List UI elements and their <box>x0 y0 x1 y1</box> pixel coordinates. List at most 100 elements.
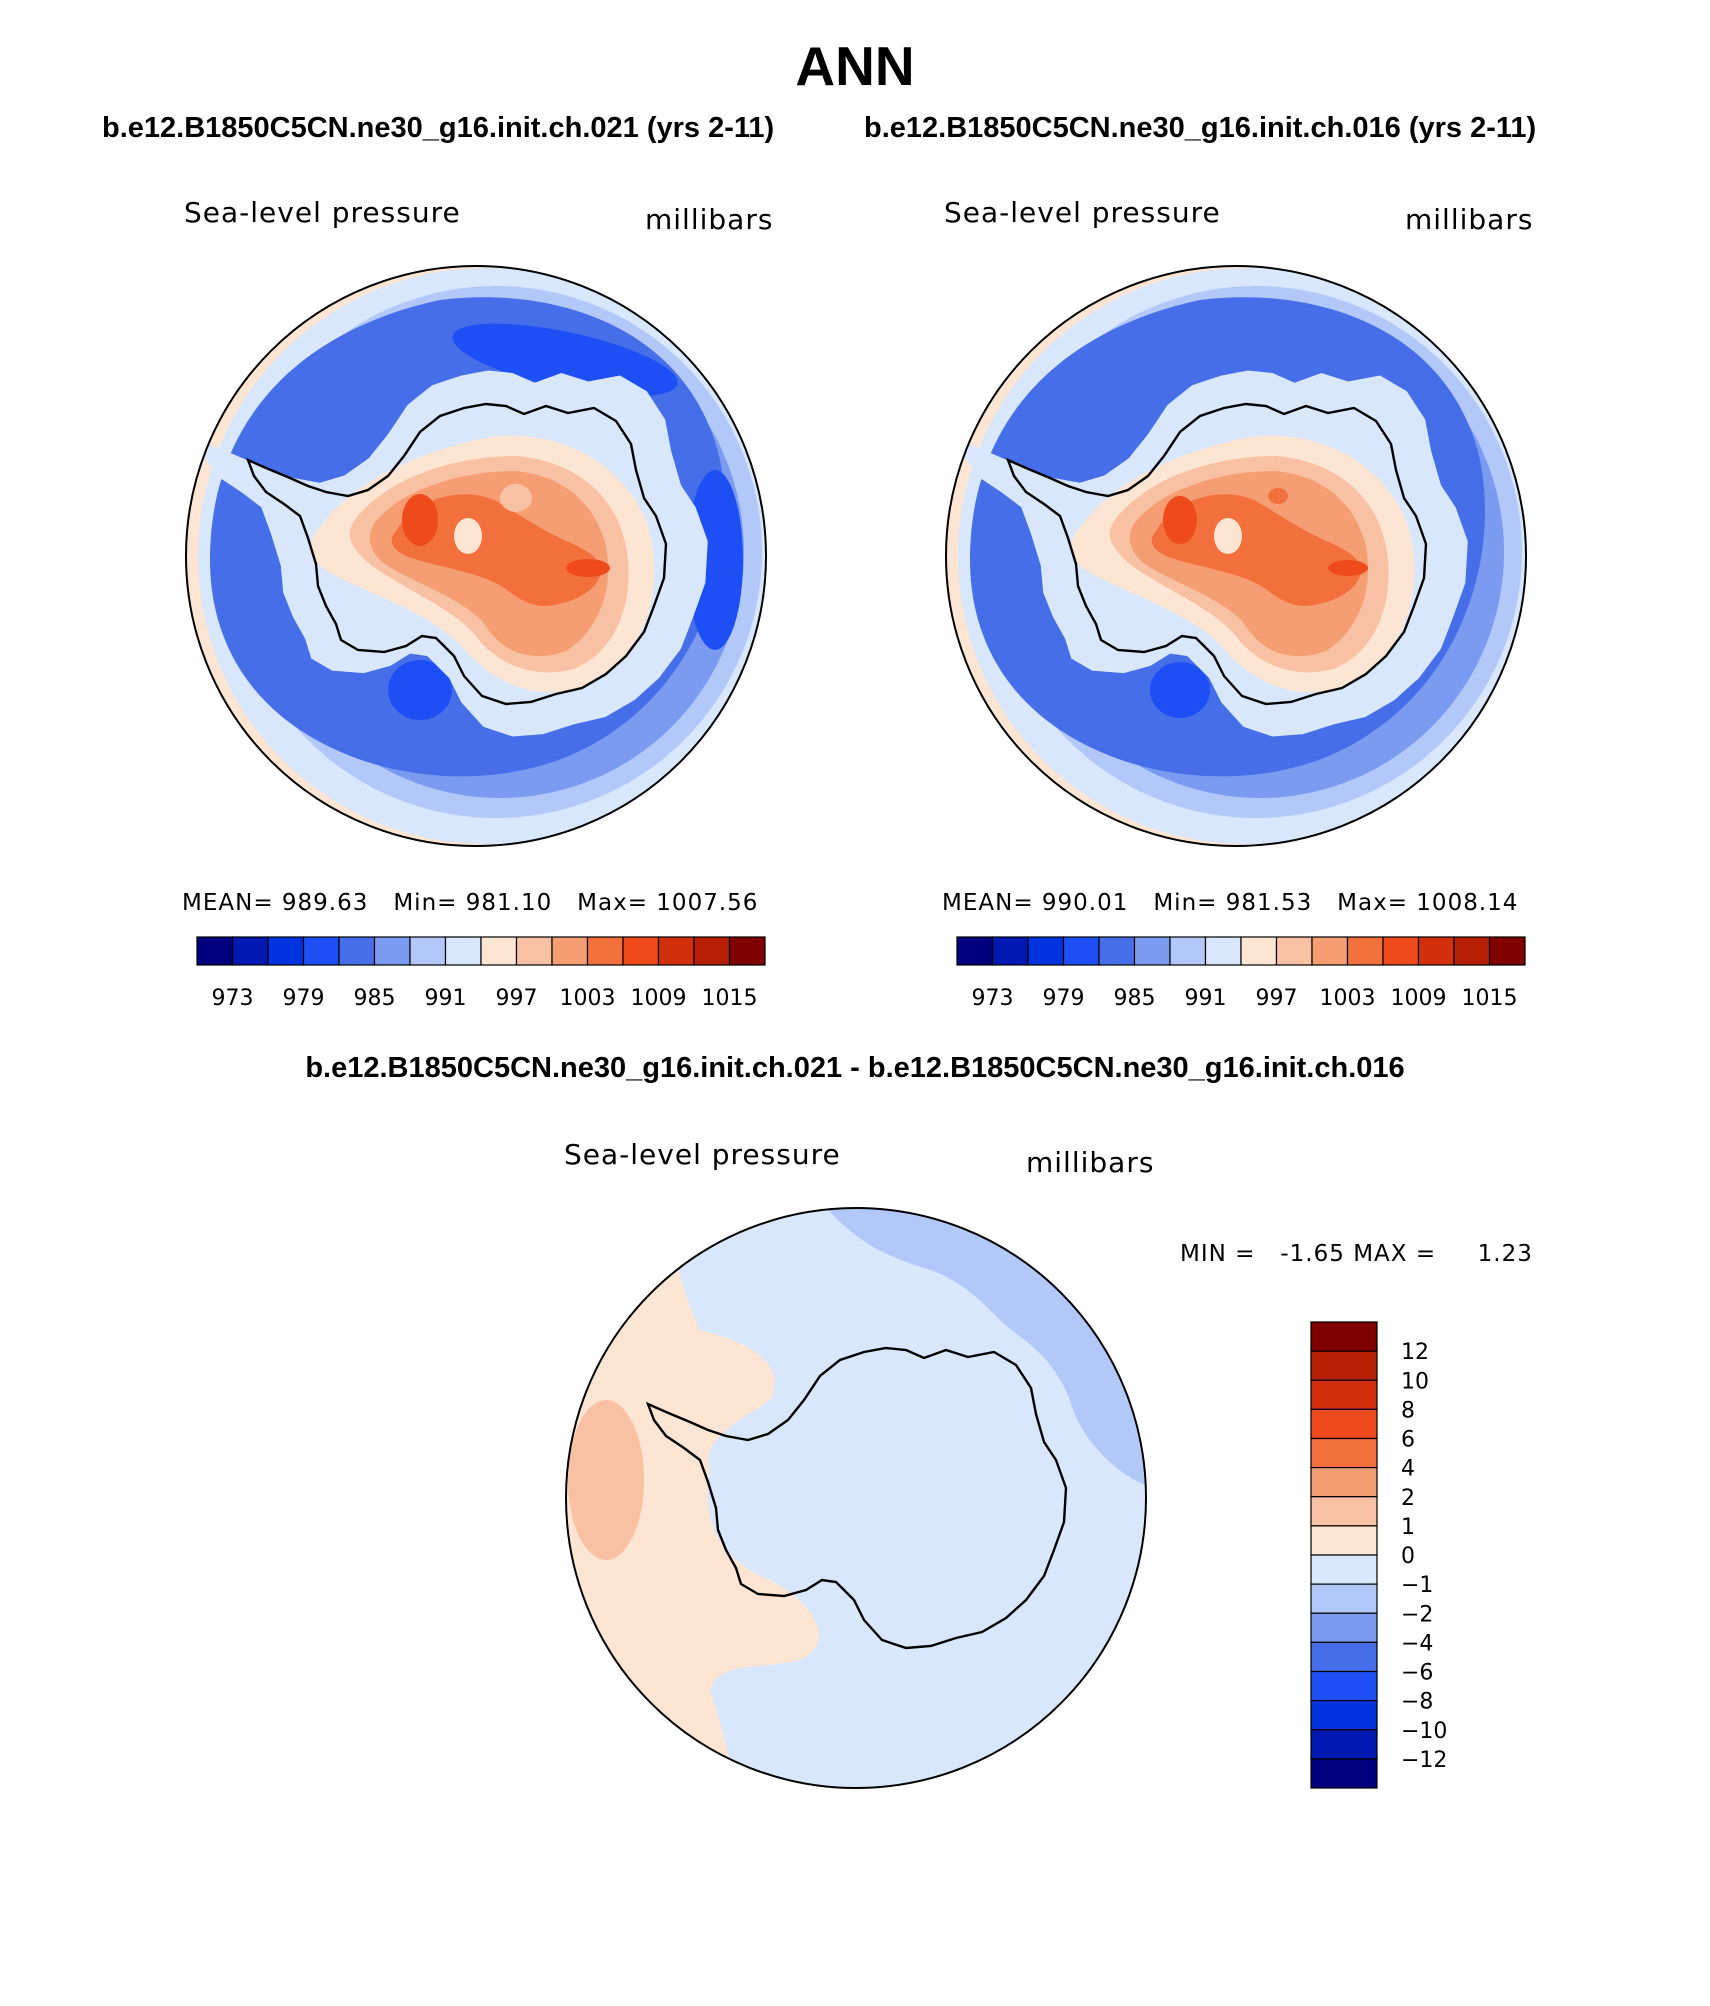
panel2-colorbar-tick-label: 1009 <box>1391 986 1447 1011</box>
panel1-colorbar-cell <box>622 936 660 966</box>
diff-colorbar-tick-label: 4 <box>1401 1457 1415 1482</box>
diff-colorbar-tick-label: 2 <box>1401 1486 1415 1511</box>
panel2-colorbar-cell <box>1311 936 1349 966</box>
diff-colorbar-tick-label: 10 <box>1401 1369 1429 1394</box>
diff-colorbar-tick-label: 6 <box>1401 1428 1415 1453</box>
panel1-colorbar-cell <box>551 936 589 966</box>
panel2-colorbar-cell <box>1062 936 1100 966</box>
diff-header: b.e12.B1850C5CN.ne30_g16.init.ch.021 - b… <box>305 1052 1405 1084</box>
diff-colorbar-tick-label: −8 <box>1401 1690 1433 1715</box>
panel2-subtitle-left: Sea-level pressure <box>944 196 1221 229</box>
panel1-colorbar-cell <box>196 936 234 966</box>
diff-colorbar-cell <box>1310 1583 1378 1614</box>
panel1-colorbar-cell <box>409 936 447 966</box>
panel2-colorbar-cell <box>1169 936 1207 966</box>
diff-colorbar-cell <box>1310 1729 1378 1760</box>
panel2-colorbar-cell <box>1204 936 1242 966</box>
diff-colorbar-cell <box>1310 1496 1378 1527</box>
panel1-colorbar-cell <box>657 936 695 966</box>
panel2-min-value: 981.53 <box>1225 890 1313 916</box>
case-header-right: b.e12.B1850C5CN.ne30_g16.init.ch.016 (yr… <box>864 112 1537 144</box>
panel1-colorbar-tick-label: 1015 <box>702 986 758 1011</box>
panel2-map <box>946 266 1526 846</box>
panel2-max-value: 1008.14 <box>1416 890 1519 916</box>
panel1-mean-label: MEAN= <box>182 890 274 916</box>
panel1-max-value: 1007.56 <box>656 890 759 916</box>
panel2-colorbar-tick-label: 1015 <box>1462 986 1518 1011</box>
diff-colorbar-tick-label: −10 <box>1401 1719 1447 1744</box>
diff-colorbar-cell <box>1310 1350 1378 1381</box>
panel2-colorbar-cell <box>1133 936 1171 966</box>
diff-colorbar-tick-label: 8 <box>1401 1398 1415 1423</box>
diff-min-label: MIN = <box>1180 1241 1256 1267</box>
diff-colorbar-cell <box>1310 1670 1378 1702</box>
diff-colorbar-tick-label: −12 <box>1401 1748 1447 1773</box>
panel2-map-border <box>945 265 1527 847</box>
panel2-mean-value: 990.01 <box>1041 890 1129 916</box>
panel1-colorbar-tick-label: 1003 <box>560 986 616 1011</box>
panel1-colorbar-cell <box>302 936 340 966</box>
diff-colorbar-cell <box>1310 1408 1378 1440</box>
panel1-stats: MEAN= 989.63 Min= 981.10 Max= 1007.56 <box>182 890 758 916</box>
page-title: ANN <box>795 35 915 97</box>
panel2-colorbar-cell <box>991 936 1029 966</box>
panel2-colorbar-cell <box>1275 936 1313 966</box>
panel2-colorbar-cell <box>1488 936 1526 966</box>
panel1-max-label: Max= <box>577 890 648 916</box>
panel2-colorbar-cell <box>1382 936 1420 966</box>
panel1-min-value: 981.10 <box>465 890 553 916</box>
panel1-subtitle-right: millibars <box>645 203 774 236</box>
panel2-colorbar-cell <box>1346 936 1384 966</box>
diff-stats: MIN = -1.65 MAX = 1.23 <box>1180 1241 1533 1267</box>
diff-colorbar-cell <box>1310 1758 1378 1789</box>
diff-colorbar-cell <box>1310 1437 1378 1469</box>
diff-colorbar-tick-label: 0 <box>1401 1544 1415 1569</box>
diff-colorbar-cell <box>1310 1379 1378 1410</box>
panel2-colorbar-cell <box>1027 936 1065 966</box>
diff-colorbar-cell <box>1310 1321 1378 1352</box>
panel1-min-label: Min= <box>393 890 458 916</box>
panel1-colorbar-tick-label: 985 <box>354 986 396 1011</box>
panel1-colorbar-cell <box>693 936 731 966</box>
diff-colorbar-tick-label: −2 <box>1401 1602 1433 1627</box>
panel2-colorbar-cell <box>1453 936 1491 966</box>
panel1-colorbar-tick-label: 979 <box>283 986 325 1011</box>
panel2-min-label: Min= <box>1153 890 1218 916</box>
panel2-colorbar-tick-label: 979 <box>1043 986 1085 1011</box>
panel2-mean-label: MEAN= <box>942 890 1034 916</box>
diff-map-border <box>565 1207 1147 1789</box>
panel1-colorbar-cell <box>728 936 766 966</box>
diff-colorbar-cell <box>1310 1525 1378 1556</box>
panel1-subtitle-left: Sea-level pressure <box>184 196 461 229</box>
diff-colorbar-cell <box>1310 1467 1378 1498</box>
panel2-colorbar-cell <box>956 936 994 966</box>
panel1-colorbar-cell <box>338 936 376 966</box>
diff-colorbar-tick-label: 1 <box>1401 1515 1415 1540</box>
panel2-colorbar-cell <box>1417 936 1455 966</box>
panel1-colorbar-cell <box>231 936 269 966</box>
panel1-colorbar-cell <box>267 936 305 966</box>
panel2-colorbar-cell <box>1240 936 1278 966</box>
diff-max-label: MAX = <box>1353 1241 1437 1267</box>
panel1-colorbar-tick-label: 991 <box>425 986 467 1011</box>
diff-colorbar-cell <box>1310 1700 1378 1731</box>
panel2-stats: MEAN= 990.01 Min= 981.53 Max= 1008.14 <box>942 890 1518 916</box>
panel1-colorbar: 973 979 985 991 997 1003 1009 1015 <box>196 936 766 1011</box>
diff-min-value: -1.65 <box>1280 1241 1345 1267</box>
panel1-map <box>186 266 766 846</box>
panel1-colorbar-cell <box>586 936 624 966</box>
case-header-left: b.e12.B1850C5CN.ne30_g16.init.ch.021 (yr… <box>102 112 775 144</box>
panel1-colorbar-cell <box>515 936 553 966</box>
diff-colorbar-tick-label: −1 <box>1401 1573 1433 1598</box>
diff-map <box>566 1208 1146 1788</box>
diff-colorbar-tick-label: −4 <box>1401 1631 1433 1656</box>
diff-subtitle-left: Sea-level pressure <box>564 1138 841 1171</box>
diff-subtitle-right: millibars <box>1026 1146 1155 1179</box>
panel2-subtitle-right: millibars <box>1405 203 1534 236</box>
panel1-map-border <box>185 265 767 847</box>
diff-colorbar-tick-label: −6 <box>1401 1661 1433 1686</box>
panel2-colorbar-cell <box>1098 936 1136 966</box>
panel1-colorbar-tick-label: 1009 <box>631 986 687 1011</box>
diff-colorbar-cell <box>1310 1641 1378 1673</box>
